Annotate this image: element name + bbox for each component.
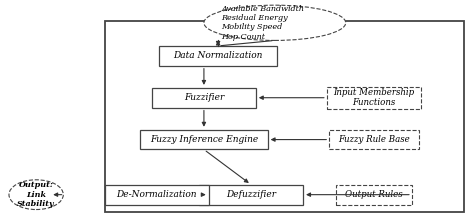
- Bar: [199, 185, 303, 205]
- Bar: [105, 185, 209, 205]
- Text: Fuzzifier: Fuzzifier: [184, 93, 224, 102]
- Text: De-Normalization: De-Normalization: [117, 190, 197, 199]
- Bar: [329, 130, 419, 149]
- Text: Input Membership
Functions: Input Membership Functions: [334, 88, 415, 108]
- Text: Data Normalization: Data Normalization: [173, 51, 263, 60]
- Text: Available Bandwidth
Residual Energy
Mobility Speed
Hop Count: Available Bandwidth Residual Energy Mobi…: [221, 5, 304, 41]
- Text: Fuzzy Rule Base: Fuzzy Rule Base: [338, 135, 410, 144]
- Bar: [152, 88, 256, 108]
- Bar: [327, 87, 421, 109]
- Text: Output:
Link
Stability: Output: Link Stability: [18, 181, 55, 208]
- Bar: [336, 185, 412, 205]
- Ellipse shape: [204, 5, 346, 40]
- Bar: [159, 46, 277, 66]
- Text: Fuzzy Inference Engine: Fuzzy Inference Engine: [150, 135, 258, 144]
- Text: Defuzzifier: Defuzzifier: [226, 190, 276, 199]
- Bar: [105, 21, 464, 212]
- Ellipse shape: [9, 180, 64, 209]
- Bar: [140, 130, 268, 149]
- Text: Output Rules: Output Rules: [345, 190, 403, 199]
